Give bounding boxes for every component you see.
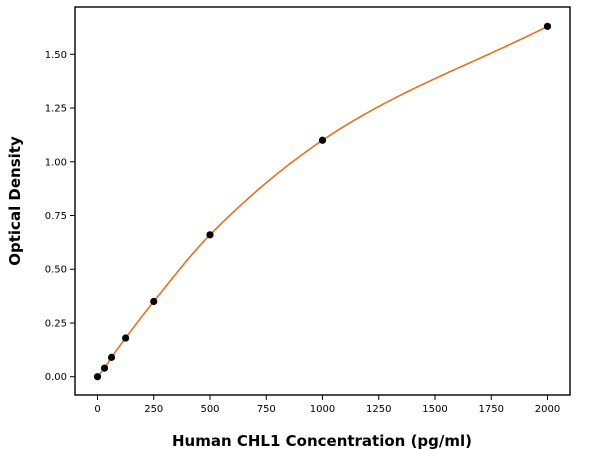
x-tick-label: 1500 <box>422 404 447 415</box>
data-point <box>543 22 552 30</box>
fit-curve <box>96 25 548 378</box>
x-tick-label: 1750 <box>479 404 504 415</box>
y-tick-label: 1.50 <box>45 50 67 61</box>
data-point <box>206 231 214 239</box>
x-tick-label: 1250 <box>366 404 391 415</box>
y-tick-label: 0.00 <box>45 372 67 383</box>
y-tick-label: 1.00 <box>45 157 67 168</box>
y-tick-label: 0.75 <box>45 211 67 222</box>
fit-curve-path <box>96 25 548 378</box>
x-tick-label: 1000 <box>310 404 335 415</box>
x-axis-title: Human CHL1 Concentration (pg/ml) <box>172 432 472 450</box>
x-tick-label: 500 <box>200 404 219 415</box>
x-tick-label: 750 <box>257 404 276 415</box>
data-point <box>93 373 102 381</box>
x-tick-label: 2000 <box>535 404 560 415</box>
y-tick-label: 0.25 <box>45 318 67 329</box>
x-tick-label: 0 <box>94 404 100 415</box>
x-axis-ticks: 0 250 500 750 1000 1250 1500 1750 2000 <box>94 395 560 415</box>
x-tick-label: 250 <box>144 404 163 415</box>
data-points <box>93 22 552 381</box>
data-point <box>107 353 116 361</box>
data-point <box>150 297 158 306</box>
y-axis-ticks: 0.00 0.25 0.50 0.75 1.00 1.25 1.50 <box>45 50 75 383</box>
y-tick-label: 0.50 <box>45 265 67 276</box>
data-point <box>318 136 327 144</box>
y-axis-title: Optical Density <box>6 136 24 266</box>
y-tick-label: 1.25 <box>45 104 67 115</box>
plot-frame <box>74 6 571 396</box>
data-point <box>100 364 109 372</box>
data-point <box>122 334 130 342</box>
